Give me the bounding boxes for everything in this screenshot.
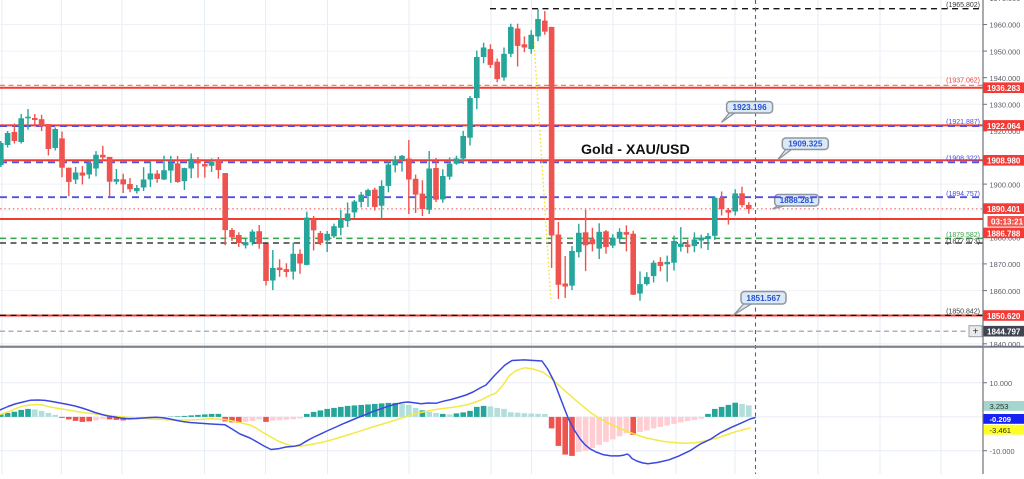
svg-text:1888.281: 1888.281 bbox=[780, 196, 815, 205]
svg-text:-3.461: -3.461 bbox=[990, 426, 1012, 435]
svg-text:(1877.973): (1877.973) bbox=[946, 238, 980, 245]
svg-text:1840.000: 1840.000 bbox=[990, 340, 1021, 349]
svg-text:1922.064: 1922.064 bbox=[987, 122, 1021, 131]
svg-text:1870.000: 1870.000 bbox=[990, 260, 1021, 269]
svg-text:(1850.842): (1850.842) bbox=[946, 308, 980, 315]
svg-text:3.253: 3.253 bbox=[990, 402, 1009, 411]
svg-text:Gold - XAU/USD: Gold - XAU/USD bbox=[581, 142, 690, 158]
svg-text:1851.567: 1851.567 bbox=[746, 294, 781, 303]
svg-text:1960.000: 1960.000 bbox=[990, 21, 1021, 30]
svg-text:-10.000: -10.000 bbox=[990, 447, 1015, 456]
svg-text:1930.000: 1930.000 bbox=[990, 101, 1021, 110]
svg-text:1970.000: 1970.000 bbox=[990, 0, 1021, 3]
svg-text:-0.209: -0.209 bbox=[990, 415, 1012, 424]
svg-text:1844.797: 1844.797 bbox=[987, 328, 1021, 337]
svg-text:(1965.802): (1965.802) bbox=[946, 2, 980, 9]
svg-text:1908.980: 1908.980 bbox=[987, 157, 1021, 166]
svg-text:1900.000: 1900.000 bbox=[990, 180, 1021, 189]
svg-text:1936.283: 1936.283 bbox=[987, 84, 1021, 93]
svg-text:1850.620: 1850.620 bbox=[987, 312, 1021, 321]
svg-text:1923.196: 1923.196 bbox=[733, 103, 768, 112]
svg-text:03:13:21: 03:13:21 bbox=[991, 218, 1024, 227]
svg-text:10.000: 10.000 bbox=[990, 379, 1013, 388]
svg-text:(1894.757): (1894.757) bbox=[946, 191, 980, 198]
svg-text:1886.788: 1886.788 bbox=[987, 229, 1021, 238]
svg-text:1860.000: 1860.000 bbox=[990, 287, 1021, 296]
svg-text:(1921.887): (1921.887) bbox=[946, 119, 980, 126]
svg-text:(1908.322): (1908.322) bbox=[946, 156, 980, 163]
svg-text:(1937.062): (1937.062) bbox=[946, 78, 980, 85]
svg-text:+: + bbox=[973, 327, 979, 338]
svg-text:1950.000: 1950.000 bbox=[990, 47, 1021, 56]
svg-text:1940.000: 1940.000 bbox=[990, 74, 1021, 83]
svg-text:1909.325: 1909.325 bbox=[788, 140, 823, 149]
svg-text:1890.401: 1890.401 bbox=[987, 205, 1021, 214]
